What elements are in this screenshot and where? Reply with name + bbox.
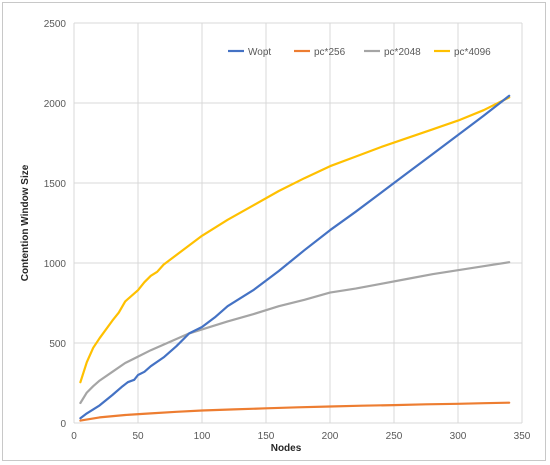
y-tick-label: 1500 <box>44 179 67 190</box>
y-tick-label: 500 <box>49 339 66 350</box>
x-tick-label: 50 <box>132 431 144 442</box>
x-tick-label: 200 <box>322 431 339 442</box>
legend-label-pc-2048: pc*2048 <box>384 47 421 58</box>
series-line-pc-4096 <box>79 96 511 384</box>
x-tick-label: 250 <box>386 431 403 442</box>
y-tick-label: 2000 <box>44 99 67 110</box>
series-line-wopt <box>79 94 511 420</box>
series-lines <box>79 94 511 422</box>
legend-label-pc-4096: pc*4096 <box>454 47 491 58</box>
x-tick-label: 300 <box>450 431 467 442</box>
chart-frame <box>2 2 546 461</box>
legend: Wopt pc*256 pc*2048 pc*4096 <box>228 47 491 58</box>
y-axis-title: Contention Window Size <box>20 164 31 281</box>
x-axis-title: Nodes <box>271 443 302 454</box>
legend-label-pc-256: pc*256 <box>314 47 346 58</box>
y-tick-label: 2500 <box>44 19 67 30</box>
x-tick-label: 350 <box>514 431 531 442</box>
x-axis-ticks: 0 50 100 150 200 250 300 350 <box>71 431 531 442</box>
series-line-pc-2048 <box>79 261 511 405</box>
legend-label-wopt: Wopt <box>248 47 271 58</box>
y-tick-label: 0 <box>60 419 66 430</box>
gridlines <box>73 22 523 424</box>
y-axis-ticks: 0 500 1000 1500 2000 2500 <box>44 19 67 430</box>
x-tick-label: 150 <box>258 431 275 442</box>
y-tick-label: 1000 <box>44 259 67 270</box>
x-tick-label: 0 <box>71 431 77 442</box>
x-tick-label: 100 <box>194 431 211 442</box>
series-line-pc-256 <box>79 401 511 422</box>
